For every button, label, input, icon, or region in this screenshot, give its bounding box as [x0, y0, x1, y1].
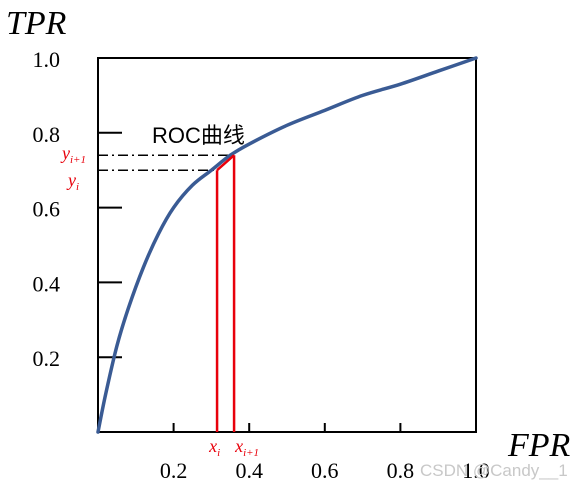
reference-lines — [98, 154, 235, 171]
x-tick-label: 0.4 — [235, 458, 263, 483]
y-tick-label: 0.2 — [33, 346, 61, 371]
highlight-segment — [215, 154, 236, 432]
segment-line — [216, 154, 235, 172]
y-tick-label: 0.4 — [33, 271, 61, 296]
y-i1-label: yi+1 — [60, 143, 86, 166]
watermark: CSDN @Candy__1 — [420, 461, 568, 480]
y-axis-label: TPR — [6, 5, 67, 42]
x-tick-label: 1.0 — [462, 458, 490, 483]
x-axis-label: FPR — [507, 427, 571, 464]
x-i-label: xi — [208, 436, 220, 459]
axis-ticks: 0.2 0.4 0.6 0.8 1.0 0.2 0.4 0.6 0.8 1.0 — [33, 47, 490, 483]
plot-frame — [97, 57, 477, 433]
y-tick-label: 0.6 — [33, 197, 61, 222]
x-tick-label: 0.8 — [387, 458, 415, 483]
y-i-label: yi — [66, 170, 79, 193]
subscript-labels: yi+1 yi xi xi+1 — [60, 143, 259, 459]
roc-curve — [96, 56, 478, 434]
x-tick-label: 0.2 — [160, 458, 188, 483]
y-tick-label: 1.0 — [33, 47, 61, 72]
y-tick-label: 0.8 — [33, 122, 61, 147]
x-i1-label: xi+1 — [234, 436, 259, 459]
x-tick-label: 0.6 — [311, 458, 339, 483]
curve-label: ROC曲线 — [152, 123, 245, 148]
